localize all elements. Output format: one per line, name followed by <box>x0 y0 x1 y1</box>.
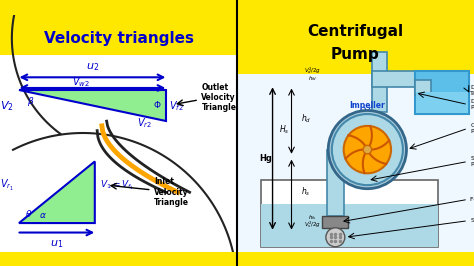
FancyBboxPatch shape <box>261 204 438 247</box>
Text: $V_{w2}$: $V_{w2}$ <box>72 75 90 89</box>
Polygon shape <box>19 90 166 121</box>
Circle shape <box>332 114 403 185</box>
FancyBboxPatch shape <box>416 92 468 113</box>
Text: $V_{r_1}$: $V_{r_1}$ <box>0 178 14 193</box>
FancyBboxPatch shape <box>237 74 474 251</box>
Circle shape <box>344 126 391 173</box>
Text: Hg: Hg <box>259 155 272 163</box>
Text: Delivery
Tank: Delivery Tank <box>470 85 474 96</box>
Text: $u_1$: $u_1$ <box>50 238 64 250</box>
FancyBboxPatch shape <box>415 80 431 95</box>
Text: Centrifugal
Pump: Centrifugal Pump <box>470 123 474 134</box>
FancyBboxPatch shape <box>0 15 237 55</box>
Text: Foot valve: Foot valve <box>470 197 474 202</box>
Text: Suction
Pipe: Suction Pipe <box>470 156 474 167</box>
FancyBboxPatch shape <box>322 216 348 228</box>
Text: $u_2$: $u_2$ <box>86 61 99 73</box>
Text: $H_s$: $H_s$ <box>279 124 290 136</box>
Text: $\alpha$: $\alpha$ <box>39 210 47 219</box>
Text: $\Phi$: $\Phi$ <box>153 99 161 110</box>
FancyBboxPatch shape <box>261 180 438 247</box>
Text: $h_{fd}$: $h_{fd}$ <box>308 74 318 82</box>
Text: Pump: Pump <box>331 47 380 62</box>
Text: Outlet
Velocity
Triangle: Outlet Velocity Triangle <box>201 82 237 112</box>
Text: $h_{fs}$: $h_{fs}$ <box>309 214 317 222</box>
FancyBboxPatch shape <box>372 71 431 87</box>
Text: Impeller: Impeller <box>349 102 385 110</box>
FancyBboxPatch shape <box>372 52 387 112</box>
Text: $V_s^2/2g$: $V_s^2/2g$ <box>304 219 321 230</box>
Text: $V_d^2/2g$: $V_d^2/2g$ <box>304 65 321 76</box>
Text: Centrifugal: Centrifugal <box>308 24 403 39</box>
FancyBboxPatch shape <box>0 55 237 251</box>
Circle shape <box>363 145 372 154</box>
Text: $h_s$: $h_s$ <box>301 186 310 198</box>
Text: $V_2$: $V_2$ <box>0 99 14 113</box>
FancyBboxPatch shape <box>327 149 344 216</box>
Polygon shape <box>19 161 95 223</box>
Circle shape <box>328 110 407 189</box>
FancyBboxPatch shape <box>415 71 469 114</box>
FancyBboxPatch shape <box>237 15 474 74</box>
Text: $V_{f2}$: $V_{f2}$ <box>170 99 184 113</box>
Text: $V_1 = V_{f_1}$: $V_1 = V_{f_1}$ <box>100 178 134 192</box>
Text: $\theta$: $\theta$ <box>25 208 32 219</box>
Text: Inlet
Velocity
Triangle: Inlet Velocity Triangle <box>154 177 189 207</box>
Text: Delivery
Pipe: Delivery Pipe <box>470 99 474 110</box>
Text: Strainer: Strainer <box>470 218 474 223</box>
Text: $h_d$: $h_d$ <box>301 112 311 125</box>
Text: $\beta$: $\beta$ <box>27 95 35 108</box>
FancyBboxPatch shape <box>332 140 344 157</box>
Circle shape <box>326 228 345 247</box>
Text: Velocity triangles: Velocity triangles <box>44 31 193 46</box>
Text: $V_{r2}$: $V_{r2}$ <box>137 117 153 130</box>
